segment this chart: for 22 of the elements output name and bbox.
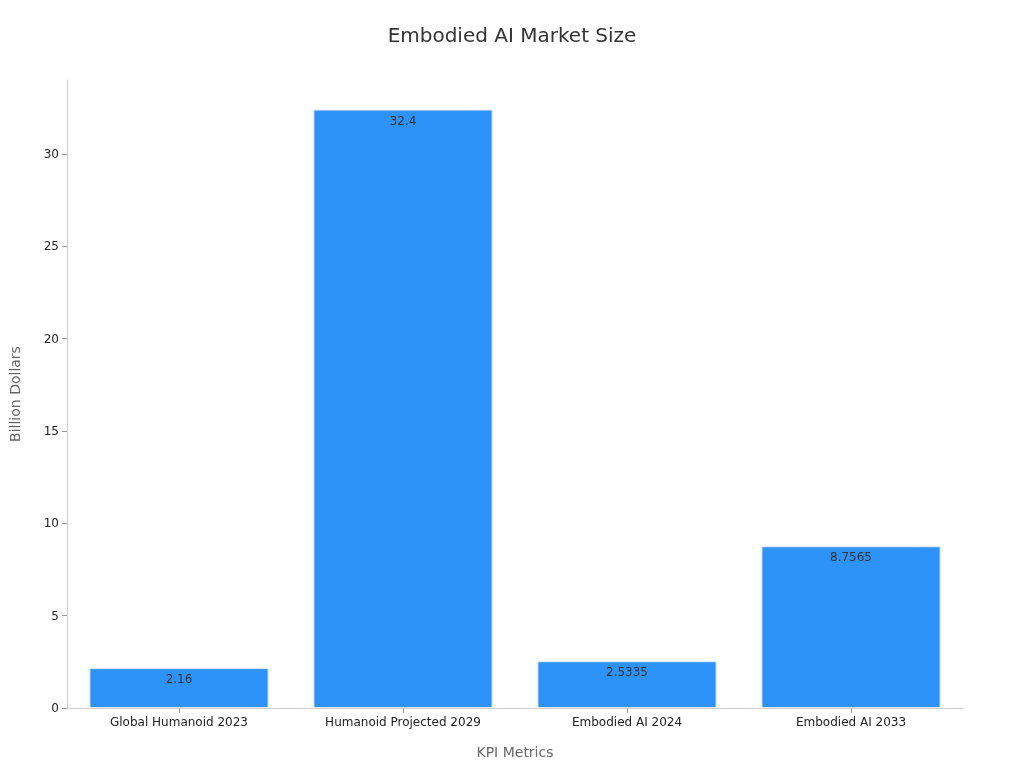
y-tick-label: 10 (43, 516, 59, 531)
bar (313, 109, 493, 708)
y-tick-label: 15 (43, 423, 59, 438)
chart-title: Embodied AI Market Size (387, 23, 637, 47)
y-tick-label: 5 (51, 608, 59, 623)
bar (89, 668, 269, 708)
y-tick-label: 30 (43, 146, 59, 161)
x-tick-label: Embodied AI 2024 (571, 715, 683, 729)
bar (761, 546, 941, 708)
y-axis-title: Billion Dollars (7, 346, 23, 442)
x-tick-label: Embodied AI 2033 (795, 715, 907, 729)
data-label: 2.16 (165, 672, 193, 687)
x-tick-label: Global Humanoid 2023 (109, 715, 249, 729)
y-tick-label: 20 (43, 331, 59, 346)
bar (537, 661, 717, 708)
data-label: 2.5335 (606, 665, 648, 680)
y-tick-label: 25 (43, 239, 59, 254)
x-tick-label: Humanoid Projected 2029 (325, 715, 481, 729)
x-axis-title: KPI Metrics (476, 744, 554, 760)
data-label: 8.7565 (830, 550, 872, 565)
data-label: 32.4 (389, 113, 417, 128)
y-tick-label: 0 (51, 701, 59, 715)
